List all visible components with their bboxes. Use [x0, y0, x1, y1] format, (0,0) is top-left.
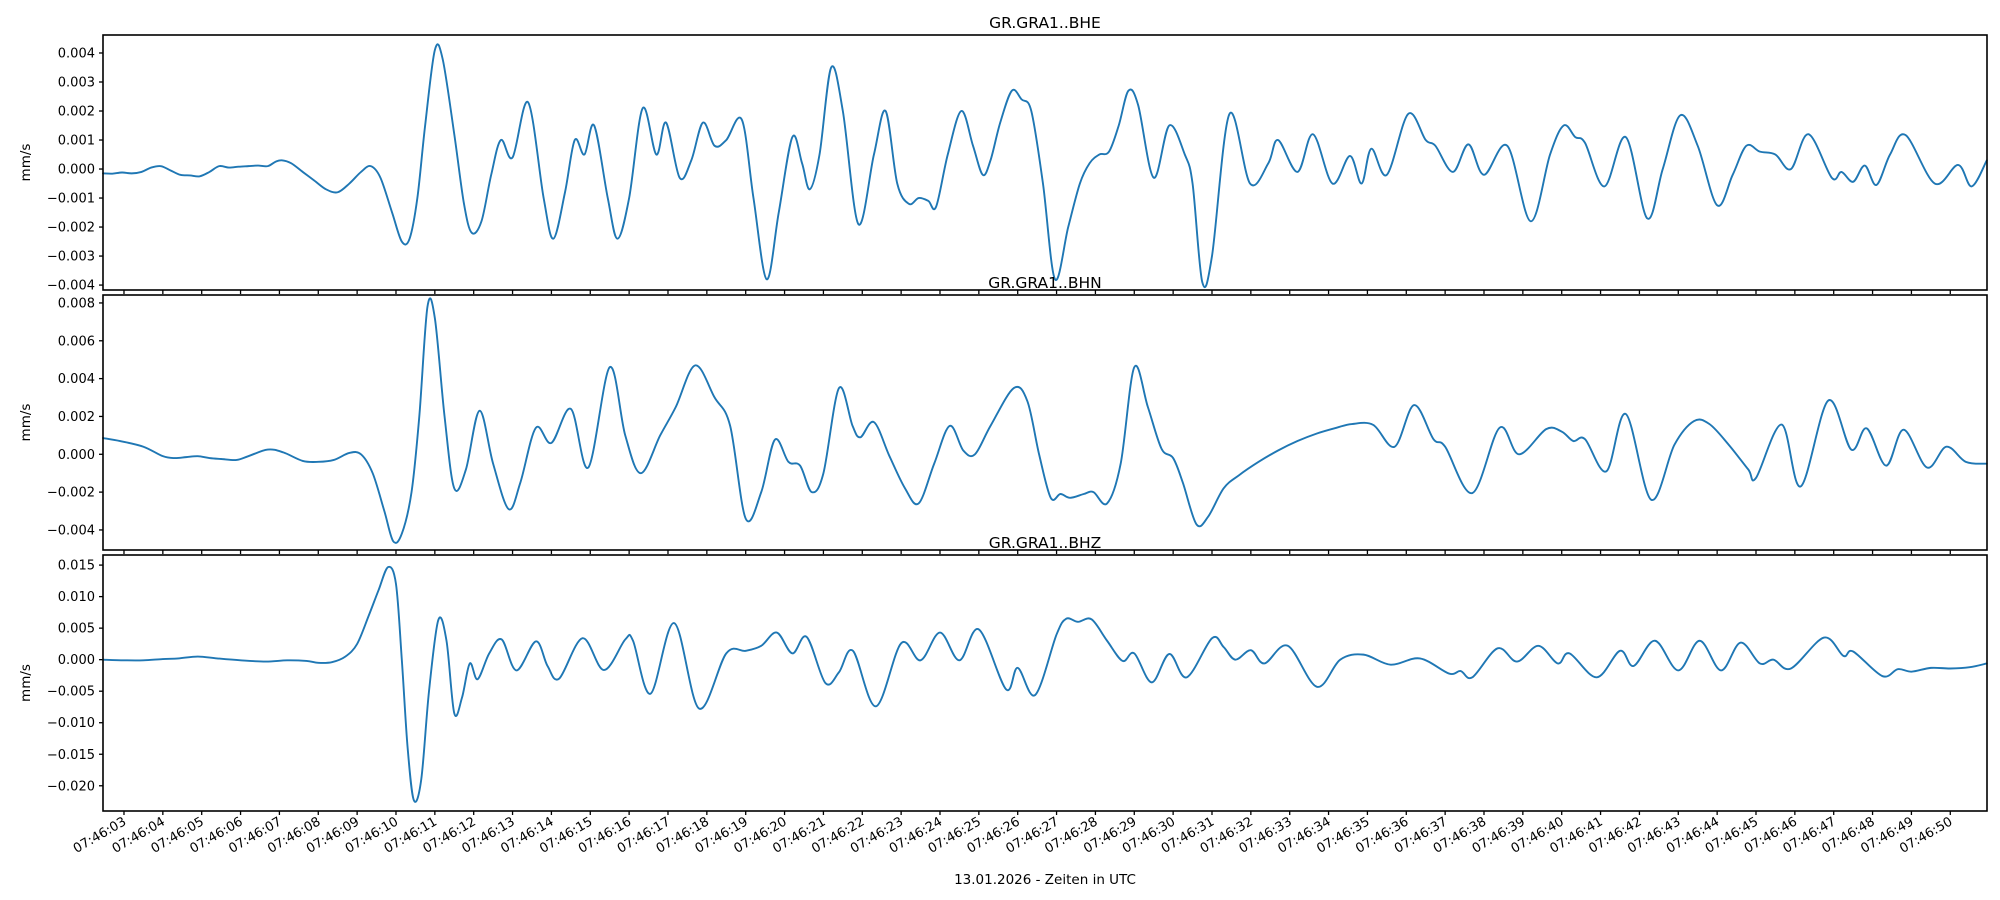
axes-spines-BHZ	[102, 554, 1988, 812]
xaxis-label: 13.01.2026 - Zeiten in UTC	[954, 872, 1136, 888]
ytick-label-BHE: 0.003	[58, 75, 95, 90]
ytick-label-BHN: 0.002	[58, 410, 95, 425]
ytick-label-BHZ: −0.010	[47, 716, 95, 731]
ytick-label-BHZ: 0.005	[58, 622, 95, 637]
subplot-title-BHZ: GR.GRA1..BHZ	[989, 534, 1102, 552]
ytick-label-BHE: −0.003	[47, 250, 95, 265]
ytick-label-BHZ: 0.000	[58, 653, 95, 668]
ytick-label-BHN: −0.004	[47, 523, 95, 538]
ytick-label-BHE: 0.004	[58, 46, 95, 61]
ytick-label-BHZ: 0.015	[58, 559, 95, 574]
ytick-label-BHN: −0.002	[47, 486, 95, 501]
subplot-title-BHE: GR.GRA1..BHE	[989, 14, 1101, 32]
ytick-label-BHE: 0.002	[58, 105, 95, 120]
ytick-label-BHZ: −0.020	[47, 779, 95, 794]
subplot-title-BHN: GR.GRA1..BHN	[988, 274, 1102, 292]
ytick-label-BHZ: −0.015	[47, 748, 95, 763]
ytick-label-BHN: 0.008	[58, 296, 95, 311]
trace-BHN	[102, 297, 1988, 544]
ytick-label-BHN: 0.000	[58, 448, 95, 463]
ytick-label-BHE: −0.001	[47, 192, 95, 207]
ytick-label-BHZ: 0.010	[58, 590, 95, 605]
axes-spines-BHE	[102, 34, 1988, 291]
ylabel-BHN: mm/s	[18, 404, 34, 442]
trace-BHE	[102, 43, 1988, 289]
ytick-label-BHE: 0.001	[58, 134, 95, 149]
ytick-label-BHE: −0.002	[47, 221, 95, 236]
trace-BHZ	[102, 565, 1988, 803]
ytick-label-BHN: 0.006	[58, 334, 95, 349]
axes-spines-BHN	[102, 294, 1988, 551]
ytick-label-BHZ: −0.005	[47, 685, 95, 700]
ytick-label-BHE: 0.000	[58, 163, 95, 178]
ytick-label-BHN: 0.004	[58, 372, 95, 387]
ytick-label-BHE: −0.004	[47, 279, 95, 294]
ylabel-BHZ: mm/s	[18, 664, 34, 702]
ylabel-BHE: mm/s	[18, 144, 34, 182]
